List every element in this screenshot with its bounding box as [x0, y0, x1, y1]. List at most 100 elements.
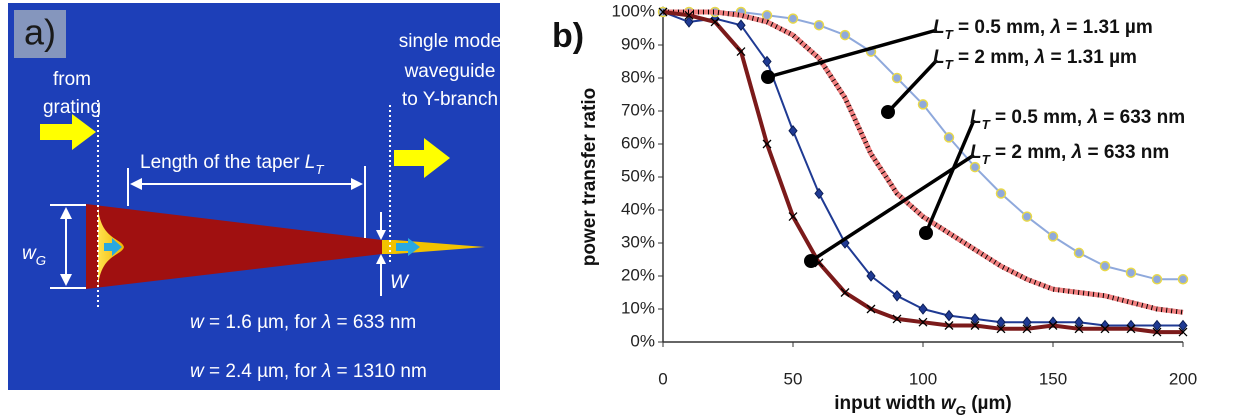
label-box — [14, 10, 66, 58]
marker — [892, 314, 902, 324]
x-tick-label: 150 — [1039, 369, 1067, 388]
text: λ — [1071, 142, 1083, 163]
marker — [762, 55, 772, 68]
text: G — [36, 253, 46, 268]
marker — [944, 321, 954, 330]
marker — [788, 212, 798, 222]
text: = 0.5 mm, — [990, 107, 1088, 128]
width-note: w = 1.6 µm, for λ = 633 nm — [190, 312, 416, 333]
text: = 0.5 mm, — [953, 17, 1051, 38]
marker — [684, 16, 694, 28]
text: T — [315, 162, 324, 177]
marker — [684, 10, 694, 20]
text: = 633 nm — [331, 312, 416, 333]
text: T — [982, 117, 992, 132]
marker — [762, 139, 772, 149]
text: λ — [1034, 47, 1046, 68]
marker — [917, 99, 929, 110]
waveguide-note-line: single mode — [399, 31, 501, 52]
y-tick-label: 0% — [630, 331, 655, 350]
marker — [1151, 274, 1163, 285]
marker — [969, 161, 981, 173]
text: G — [956, 403, 966, 416]
y-tick-label: 90% — [621, 34, 655, 53]
marker — [1074, 324, 1084, 334]
leader-dot — [881, 105, 895, 119]
legend-entry: LT = 0.5 mm, λ = 1.31 µm — [933, 17, 1153, 42]
text: = 633 nm — [1098, 107, 1185, 128]
y-axis-label: power transfer ratio — [579, 88, 600, 266]
text: L — [933, 17, 945, 38]
y-tick-label: 80% — [621, 67, 655, 86]
x-tick-label: 200 — [1169, 369, 1197, 388]
legend-entry: LT = 2 mm, λ = 1.31 µm — [933, 47, 1137, 72]
marker — [814, 187, 824, 200]
marker — [1126, 324, 1136, 334]
series-hatch — [663, 9, 1184, 315]
text: L — [970, 107, 982, 128]
marker — [1100, 324, 1110, 334]
text: = 1.6 µm, for — [204, 312, 322, 333]
text: w — [941, 393, 957, 414]
text: λ — [1049, 17, 1061, 38]
y-tick-label: 100% — [612, 1, 655, 20]
marker — [943, 132, 955, 143]
text: λ — [1086, 107, 1098, 128]
x-tick-label: 0 — [658, 369, 667, 388]
taper-label: Length of the taper LT — [140, 152, 324, 177]
panel-label: a) — [24, 12, 56, 53]
y-tick-label: 50% — [621, 166, 655, 185]
marker — [736, 19, 746, 32]
input-arrow — [40, 114, 96, 150]
marker — [866, 304, 876, 314]
marker — [1047, 231, 1059, 242]
leader-line — [810, 153, 975, 263]
width-note: w = 2.4 µm, for λ = 1310 nm — [190, 361, 427, 382]
marker — [918, 303, 928, 315]
marker — [944, 309, 954, 322]
text: input width — [834, 393, 941, 414]
y-tick-label: 10% — [621, 298, 655, 317]
text: = 2.4 µm, for — [204, 361, 322, 382]
marker — [1178, 327, 1188, 337]
leader-line — [924, 119, 976, 234]
marker — [710, 17, 720, 27]
text: = 2 mm, — [953, 47, 1035, 68]
mode-arrow — [396, 238, 420, 256]
arrowhead — [376, 230, 386, 240]
marker — [761, 10, 773, 21]
x-tick-label: 100 — [909, 369, 937, 388]
text: = 1310 nm — [331, 361, 427, 382]
text: L — [970, 142, 982, 163]
leader-dot — [761, 70, 775, 84]
marker — [1125, 267, 1137, 278]
text: = 1.31 µm — [1045, 47, 1137, 68]
y-tick-label: 20% — [621, 265, 655, 284]
text: = 2 mm, — [990, 142, 1072, 163]
marker — [1152, 327, 1162, 337]
leader-dot — [804, 254, 818, 268]
y-tick-label: 30% — [621, 232, 655, 251]
marker — [995, 188, 1007, 199]
arrowhead — [351, 178, 363, 190]
marker — [1021, 211, 1033, 222]
y-tick-label: 40% — [621, 199, 655, 218]
arrowhead — [130, 178, 142, 190]
legend-entry: LT = 0.5 mm, λ = 633 nm — [970, 107, 1185, 132]
text: λ — [321, 361, 331, 382]
marker — [996, 324, 1006, 334]
panel-a: a) from grating single mode waveguide to… — [8, 3, 501, 390]
text: T — [982, 152, 992, 167]
arrowhead — [376, 254, 386, 264]
panel-label: b) — [552, 17, 584, 55]
marker — [813, 19, 825, 31]
text: w — [190, 361, 205, 382]
x-tick-label: 50 — [784, 369, 803, 388]
text: L — [933, 47, 945, 68]
text: L — [305, 152, 316, 173]
arrowhead — [60, 207, 72, 219]
text: Length of the taper — [140, 152, 305, 173]
marker — [736, 47, 746, 57]
marker — [1099, 260, 1111, 272]
y-tick-label: 60% — [621, 133, 655, 152]
